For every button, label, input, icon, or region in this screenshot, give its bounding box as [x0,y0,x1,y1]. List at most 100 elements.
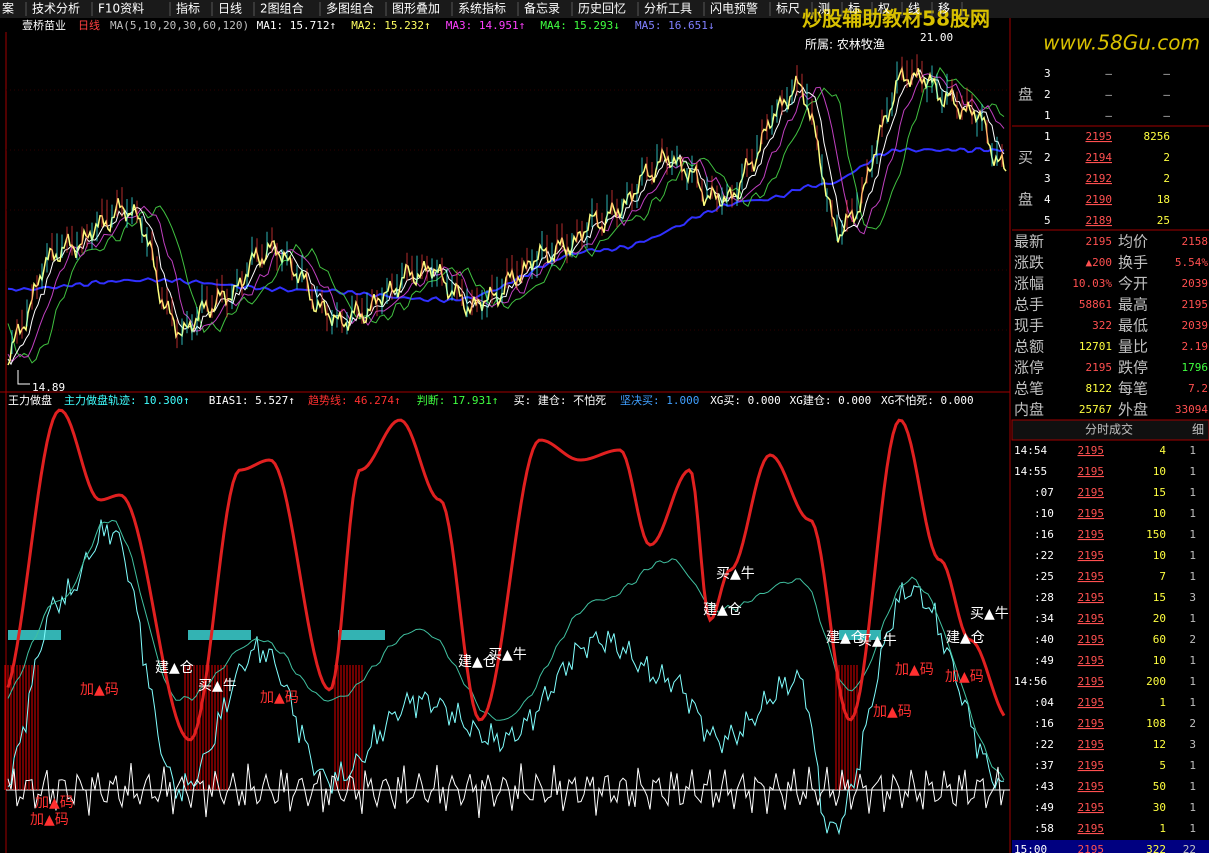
toolbar-button[interactable]: 日线 [218,2,242,16]
level: 4 [1044,193,1051,206]
stat-label: 最高 [1118,296,1148,314]
toolbar-button[interactable]: 指标 [176,1,200,16]
toolbar-button[interactable]: 案 [2,1,14,16]
tick-price: 2195 [1078,486,1105,499]
toolbar-button[interactable]: 历史回忆 [578,2,626,16]
toolbar-button[interactable]: 闪电预警 [710,1,758,16]
volume: 25 [1157,214,1170,227]
ma-value: MA2: 15.232↑ [351,19,430,32]
signal-box [839,630,881,640]
toolbar-button[interactable]: 权 [878,2,890,16]
signal-label: 买▲牛 [970,606,1009,622]
indicator-value: 主力做盘轨迹: 10.300↑ [64,393,190,407]
stat-label: 总手 [1014,296,1044,314]
indicator-value: XG不怕死: 0.000 [881,394,974,407]
tick-volume: 108 [1146,717,1166,730]
indicator-value: 王力做盘 [8,393,52,407]
toolbar-button[interactable]: 移 [938,2,950,16]
signal-label: 买▲牛 [716,566,755,582]
toolbar-button[interactable]: 标尺 [776,2,800,16]
stat-label: 总笔 [1014,380,1044,398]
ma-line [7,68,1005,366]
ma-line [7,66,1005,364]
tick-volume: 50 [1153,780,1166,793]
tick-count: 1 [1189,612,1196,625]
toolbar-button[interactable]: 标 [848,2,860,16]
stat-value: 2195 [1182,298,1209,311]
tick-count: 1 [1189,486,1196,499]
current-row [1012,840,1209,853]
toolbar-button[interactable]: 技术分析 [32,2,80,16]
tick-price: 2195 [1078,654,1105,667]
ma-bar-label: MA(5,10,20,30,60,120) [110,19,249,32]
toolbar-bg [0,0,1209,18]
stat-label: 量比 [1118,338,1148,356]
indicator-value: 趋势线: 46.274↑ [308,393,401,407]
trend-line [6,408,1006,742]
tick-time: :07 [1034,486,1054,499]
toolbar-button[interactable]: 多图组合 [326,1,374,16]
stat-value: 1796 [1182,361,1209,374]
tick-count: 1 [1189,780,1196,793]
tick-count: 1 [1189,759,1196,772]
price: — [1105,67,1112,80]
tick-volume: 60 [1153,633,1166,646]
tick-count: 3 [1189,738,1196,751]
stat-label: 今开 [1118,275,1148,293]
signal-label: 加▲码 [895,662,934,678]
tick-time: 14:54 [1014,444,1047,457]
ma-value: MA5: 16.651↓ [635,19,714,32]
toolbar-button[interactable]: F10资料 [98,2,144,16]
tick-count: 3 [1189,591,1196,604]
ma-line [7,147,1005,304]
toolbar-button[interactable]: 线 [908,2,920,16]
stat-label: 涨幅 [1014,275,1044,293]
stat-value: 2195 [1086,361,1113,374]
tick-header: 分时成交 [1085,422,1133,437]
tick-price: 2195 [1078,843,1105,853]
tick-header-bg [1011,419,1209,441]
sector-label: 所属: 农林牧渔 [805,38,885,52]
signal-box [338,630,385,640]
toolbar-button[interactable]: 测 [818,2,830,16]
tick-volume: 1 [1159,822,1166,835]
stat-value: 2195 [1086,235,1113,248]
ma-value: MA1: 15.712↑ [257,19,336,32]
stat-value: 322 [1092,319,1112,332]
stat-value: 8122 [1086,382,1113,395]
level: 1 [1044,130,1051,143]
ma-line [7,73,1005,363]
tick-volume: 150 [1146,528,1166,541]
stat-value: 25767 [1079,403,1112,416]
tick-count: 1 [1189,528,1196,541]
white-line [7,762,1005,819]
tick-count: 1 [1189,549,1196,562]
price: 2190 [1086,193,1113,206]
tick-price: 2195 [1078,570,1105,583]
tick-volume: 200 [1146,675,1166,688]
toolbar-button[interactable]: 备忘录 [524,1,560,16]
tick-time: :16 [1034,528,1054,541]
tick-volume: 4 [1159,444,1166,457]
toolbar-button[interactable]: 图形叠加 [392,2,440,16]
signal-label: 加▲码 [35,795,74,811]
toolbar-button[interactable]: 系统指标 [458,1,506,16]
tick-volume: 12 [1153,738,1166,751]
watermark-url: www.58Gu.com [1043,31,1200,55]
tick-count: 1 [1189,675,1196,688]
tick-count: 1 [1189,696,1196,709]
price: 2192 [1086,172,1113,185]
tick-volume: 322 [1146,843,1166,853]
volume: 18 [1157,193,1170,206]
tick-time: :28 [1034,591,1054,604]
stat-value: 2158 [1182,235,1209,248]
toolbar-button[interactable]: 分析工具 [644,2,692,16]
price: 2189 [1086,214,1113,227]
level: 5 [1044,214,1051,227]
tick-time: :34 [1034,612,1054,625]
tick-count: 2 [1189,633,1196,646]
volume: 2 [1163,172,1170,185]
toolbar-button[interactable]: 2图组合 [260,1,304,16]
tick-time: 15:00 [1014,843,1047,853]
tick-detail[interactable]: 细 [1192,423,1204,437]
